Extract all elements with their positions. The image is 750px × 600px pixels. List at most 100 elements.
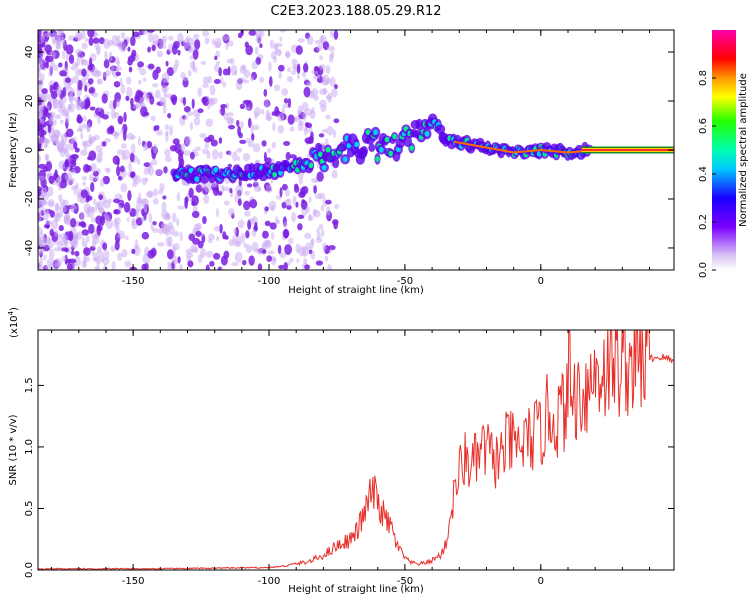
spectrogram-noise-blob — [128, 161, 132, 172]
snr-y-multiplier: (x104) — [7, 307, 20, 338]
spectrogram-noise-blob — [78, 221, 82, 227]
spectrogram-noise-blob — [209, 84, 216, 96]
spectrogram-noise-blob — [101, 257, 110, 265]
spectrogram-noise-blob — [155, 124, 160, 131]
spectrogram-noise-blob — [240, 120, 244, 129]
spectrogram-noise-blob — [211, 38, 216, 45]
spectrogram-noise-blob — [70, 136, 77, 143]
spectrogram-noise-blob — [39, 110, 43, 118]
spectrogram-noise-blob — [127, 55, 136, 63]
spectrogram-noise-blob — [223, 200, 230, 206]
spectrogram-noise-blob — [222, 231, 227, 240]
spectrogram-noise-blob — [95, 250, 104, 258]
spectrogram-noise-blob — [205, 118, 213, 127]
spectrogram-noise-blob — [312, 208, 318, 217]
spectrogram-trace-core — [325, 146, 331, 153]
spectrogram-noise-blob — [59, 70, 67, 77]
spectrogram-noise-blob — [123, 111, 127, 123]
spectrogram-noise-blob — [275, 195, 282, 200]
spectrogram-noise-blob — [228, 150, 232, 157]
spectrogram-noise-blob — [38, 196, 47, 205]
spectrogram-trace-core — [375, 156, 380, 162]
spectrogram-noise-blob — [291, 69, 297, 76]
spectrogram-noise-blob — [272, 257, 277, 263]
spectrogram-noise-blob — [245, 45, 254, 56]
spectrogram-noise-blob — [214, 55, 218, 61]
spectrogram-noise-blob — [68, 54, 75, 64]
spectrogram-noise-blob — [121, 249, 128, 258]
spectrogram-noise-blob — [203, 193, 210, 204]
spectrogram-noise-blob — [145, 93, 150, 103]
spectrogram-noise-blob — [65, 128, 74, 138]
spectrogram-noise-blob — [257, 263, 263, 270]
spectrogram-noise-blob — [180, 143, 186, 152]
spectrogram-noise-blob — [207, 238, 213, 244]
colorbar-tick-label: 0.6 — [698, 118, 709, 134]
spectrogram-noise-blob — [71, 96, 79, 102]
spectrogram-trace-blob — [415, 118, 424, 131]
spectrogram-noise-blob — [172, 259, 179, 265]
spectrogram-noise-blob — [228, 207, 235, 217]
spectrogram-noise-blob — [101, 114, 109, 120]
spectrogram-noise-blob — [80, 149, 88, 156]
spectrogram-noise-blob — [295, 201, 299, 208]
spectrogram-noise-blob — [222, 68, 229, 76]
spectrogram-noise-blob — [141, 263, 147, 270]
spectrogram-noise-blob — [292, 195, 297, 206]
spectrogram-noise-blob — [126, 217, 130, 222]
spectrogram-noise-blob — [273, 42, 278, 50]
spectrogram-noise-blob — [88, 208, 94, 218]
spectrogram-noise-blob — [49, 228, 55, 237]
spectrogram-noise-blob — [204, 137, 212, 143]
spectrogram-noise-blob — [303, 86, 311, 98]
spectrogram-noise-blob — [71, 241, 78, 249]
spectrogram-noise-blob — [194, 39, 201, 50]
spectrogram-noise-blob — [134, 239, 139, 251]
spectrogram-noise-blob — [53, 263, 58, 270]
spectrogram-noise-blob — [225, 102, 230, 110]
spectrogram-noise-blob — [296, 63, 301, 75]
spectrogram-noise-blob — [195, 146, 201, 151]
spectrogram-noise-blob — [102, 175, 110, 185]
spectrogram-noise-blob — [316, 44, 323, 52]
spectrogram-noise-blob — [93, 175, 100, 182]
spectrogram-noise-blob — [313, 185, 317, 194]
spectrogram-noise-blob — [234, 251, 243, 263]
spectrogram-noise-blob — [48, 71, 53, 77]
spectrogram-noise-blob — [269, 39, 275, 50]
spectrogram-noise-blob — [45, 153, 49, 162]
spectrogram-noise-blob — [38, 118, 41, 124]
spectrogram-noise-blob — [268, 61, 272, 72]
spectrogram-noise-blob — [71, 177, 75, 184]
spectrogram-noise-blob — [94, 42, 100, 51]
spectrogram-noise-blob — [47, 186, 54, 197]
spectrogram-noise-blob — [90, 162, 97, 173]
spectrogram-noise-blob — [121, 143, 127, 149]
spectrogram-noise-blob — [241, 259, 247, 266]
spectrogram-noise-blob — [54, 229, 59, 237]
spectrogram-noise-blob — [146, 141, 153, 149]
spectrogram-noise-blob — [322, 242, 327, 252]
spectrogram-noise-blob — [85, 235, 90, 243]
spectrogram-noise-blob — [233, 240, 242, 248]
spectrogram-noise-blob — [111, 260, 116, 270]
spectrogram-noise-blob — [301, 71, 307, 78]
spectrogram-noise-blob — [247, 141, 255, 148]
spectrogram-noise-blob — [61, 142, 69, 154]
spectrogram-noise-blob — [83, 247, 91, 256]
spectrogram-noise-blob — [81, 42, 88, 50]
spectrogram-noise-blob — [228, 239, 235, 247]
spectrogram-noise-blob — [64, 172, 73, 183]
spectrogram-noise-blob — [189, 122, 193, 131]
spectrogram-noise-blob — [80, 189, 88, 199]
spectrogram-noise-blob — [332, 129, 337, 139]
spectrogram-noise-blob — [295, 243, 301, 254]
spectrogram-noise-blob — [115, 98, 121, 108]
spectrogram-noise-blob — [118, 205, 122, 210]
spectrogram-noise-blob — [90, 182, 95, 193]
spectrogram-noise-blob — [287, 67, 292, 73]
spectrogram-noise-blob — [262, 230, 269, 239]
spectrogram-noise-blob — [70, 250, 75, 256]
snr-x-label: Height of straight line (km) — [288, 584, 424, 595]
spectrogram-noise-blob — [282, 103, 290, 109]
